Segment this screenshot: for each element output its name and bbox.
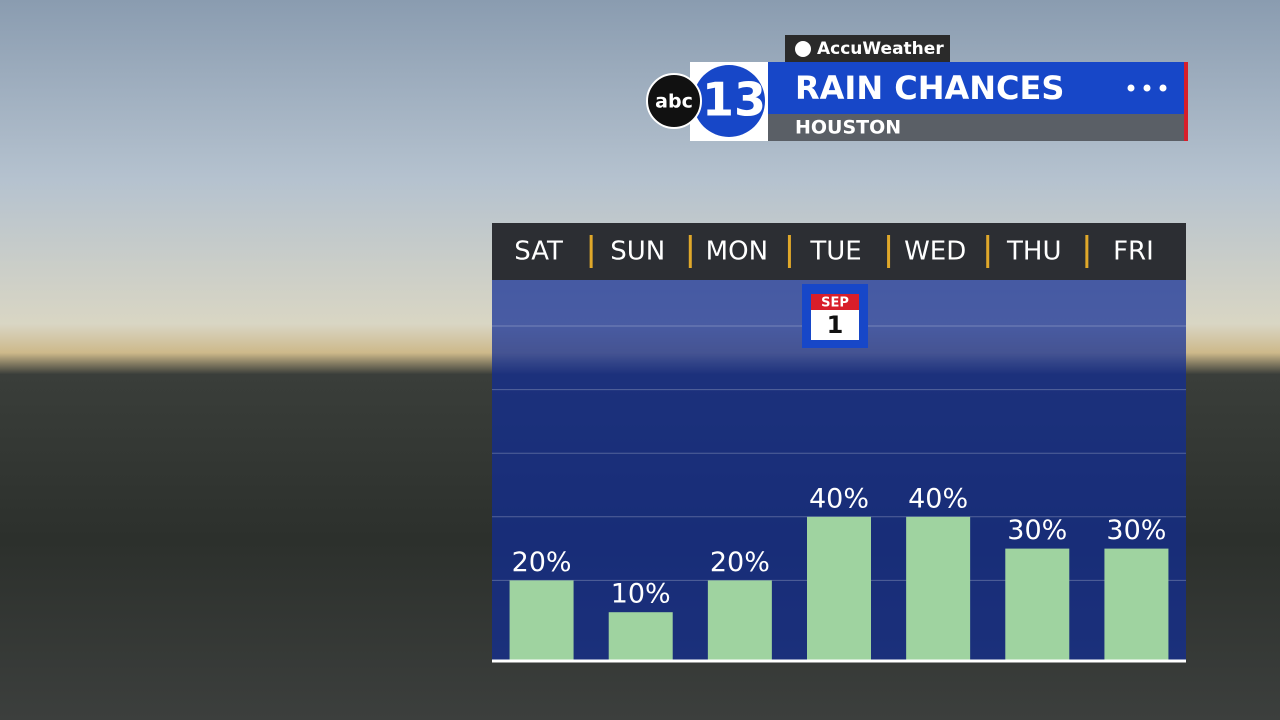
provider-name: AccuWeather <box>817 39 944 59</box>
provider-icon <box>795 41 811 57</box>
calendar-month: SEP <box>821 296 849 311</box>
day-label: WED <box>904 237 966 267</box>
title-bar <box>768 62 1184 114</box>
day-label: FRI <box>1113 237 1154 267</box>
day-header <box>492 223 1186 280</box>
bar <box>608 612 673 660</box>
bar <box>509 580 574 660</box>
day-label: TUE <box>809 237 861 267</box>
dot <box>1127 84 1135 92</box>
value-label: 20% <box>512 547 572 578</box>
network-logo <box>646 73 702 129</box>
value-label: 40% <box>908 483 968 514</box>
day-label: THU <box>1006 237 1061 267</box>
value-label: 20% <box>710 547 770 578</box>
location: HOUSTON <box>795 117 901 139</box>
day-label: MON <box>706 237 768 267</box>
channel-number: 13 <box>702 73 766 127</box>
bar <box>906 516 971 660</box>
dot <box>1143 84 1151 92</box>
day-label: SAT <box>514 237 563 267</box>
day-label: SUN <box>610 237 665 267</box>
dot <box>1159 84 1167 92</box>
title: RAIN CHANCES <box>795 69 1064 107</box>
network-name: abc <box>655 91 693 113</box>
bar <box>807 516 871 660</box>
accent <box>1184 62 1188 141</box>
calendar-icon: SEP 1 <box>802 284 868 348</box>
subtitle-bar <box>768 114 1184 141</box>
value-label: 30% <box>1007 515 1067 546</box>
value-label: 10% <box>611 579 671 610</box>
value-label: 40% <box>809 483 869 514</box>
calendar-top <box>811 294 859 310</box>
provider-tab <box>785 35 950 63</box>
bar <box>1005 548 1070 660</box>
logo-ring <box>693 65 765 137</box>
calendar-day: 1 <box>827 311 844 339</box>
value-label: 30% <box>1106 515 1166 546</box>
bar <box>707 580 772 660</box>
bar <box>1104 548 1169 660</box>
